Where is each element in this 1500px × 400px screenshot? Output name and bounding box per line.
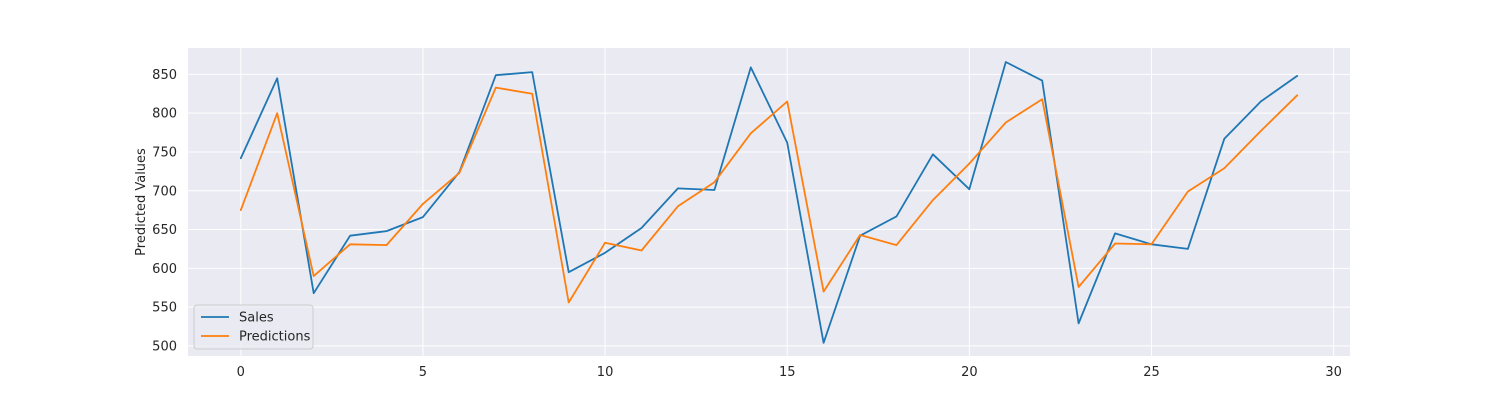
y-tick-label: 850: [152, 68, 177, 83]
y-tick-label: 600: [152, 262, 177, 277]
plot-background: [188, 48, 1350, 356]
y-tick-label: 550: [152, 301, 177, 316]
y-axis: 500 550 600 650 700 750 800 850: [152, 68, 177, 355]
legend-box: [193, 304, 314, 350]
x-axis: 0 5 10 15 20 25 30: [237, 365, 1342, 380]
series-layer: [239, 61, 1299, 344]
legend-label-predictions: Predictions: [239, 330, 311, 345]
grid: [188, 48, 1350, 356]
y-tick-label: 750: [152, 145, 177, 160]
y-tick-label: 650: [152, 223, 177, 238]
x-tick-label: 15: [779, 365, 796, 380]
y-axis-label: Predicted Values: [134, 148, 149, 256]
x-tick-label: 0: [237, 365, 245, 380]
legend-label-sales: Sales: [239, 311, 274, 326]
series-line-predictions: [239, 86, 1299, 304]
x-tick-label: 5: [419, 365, 427, 380]
y-tick-label: 800: [152, 107, 177, 122]
y-tick-label: 500: [152, 339, 177, 354]
x-tick-label: 25: [1143, 365, 1160, 380]
y-tick-label: 700: [152, 184, 177, 199]
x-tick-label: 30: [1325, 365, 1342, 380]
series-line-sales: [239, 61, 1299, 344]
x-tick-label: 20: [961, 365, 978, 380]
legend: Sales Predictions: [193, 304, 314, 350]
x-tick-label: 10: [597, 365, 614, 380]
